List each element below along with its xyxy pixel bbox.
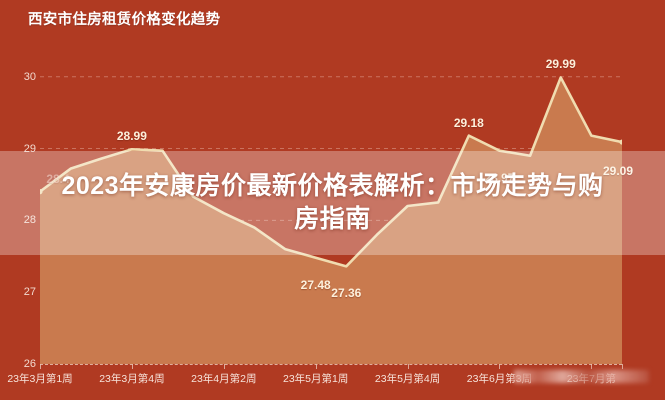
x-axis-tick-label: 23年4月第2周 <box>191 373 257 385</box>
series-line <box>40 76 622 268</box>
area-chart-svg <box>40 76 622 364</box>
x-axis-tick-mark <box>315 364 317 369</box>
blurred-censored-strip <box>514 370 649 383</box>
y-axis: 26 27 28 29 30 <box>0 48 36 370</box>
x-axis-tick-label: 23年5月第4周 <box>374 373 441 385</box>
y-axis-tick-label: 29 <box>23 142 36 155</box>
data-point-label: 28.99 <box>116 129 147 144</box>
caption-overlay-band: 2023年安康房价最新价格表解析：市场走势与购房指南 <box>0 151 665 255</box>
data-point-label: 29.99 <box>545 57 576 72</box>
data-point-label: 27.48 <box>300 277 331 292</box>
x-axis-tick-mark <box>407 364 409 369</box>
x-axis-tick-mark <box>40 364 41 369</box>
data-point-label: 27.36 <box>331 286 362 301</box>
data-point-label: 28.97 <box>484 170 515 185</box>
data-point-marker <box>40 189 43 195</box>
x-axis-tick-mark <box>591 364 593 369</box>
y-axis-tick-label: 30 <box>23 70 36 83</box>
x-axis-tick-mark <box>622 364 623 369</box>
x-axis-tick-label: 23年3月第1周 <box>7 373 73 385</box>
data-point-marker <box>619 139 622 145</box>
x-axis-tick-mark <box>499 364 501 369</box>
y-axis-tick-label: 26 <box>23 358 36 370</box>
data-point-label: 29.18 <box>453 115 484 130</box>
y-axis-tick-label: 28 <box>23 214 36 227</box>
y-axis-tick-label: 27 <box>23 286 36 299</box>
x-axis-tick-label: 23年5月第1周 <box>282 373 349 385</box>
data-point-label: 29.09 <box>602 164 634 179</box>
chart-title: 西安市住房租赁价格变化趋势 <box>28 12 221 28</box>
caption-text: 2023年安康房价最新价格表解析：市场走势与购房指南 <box>61 172 604 233</box>
plot-area: 28.4 28.99 27.48 27.36 29.18 28.97 29.99 29.09 <box>40 48 633 364</box>
x-axis-tick-mark <box>131 364 133 369</box>
area-fill <box>40 77 622 364</box>
x-axis-tick-label: 23年3月第4周 <box>99 373 165 385</box>
data-point-label: 28.4 <box>46 171 70 186</box>
x-axis-tick-mark <box>223 364 225 369</box>
x-axis-line <box>40 364 622 365</box>
